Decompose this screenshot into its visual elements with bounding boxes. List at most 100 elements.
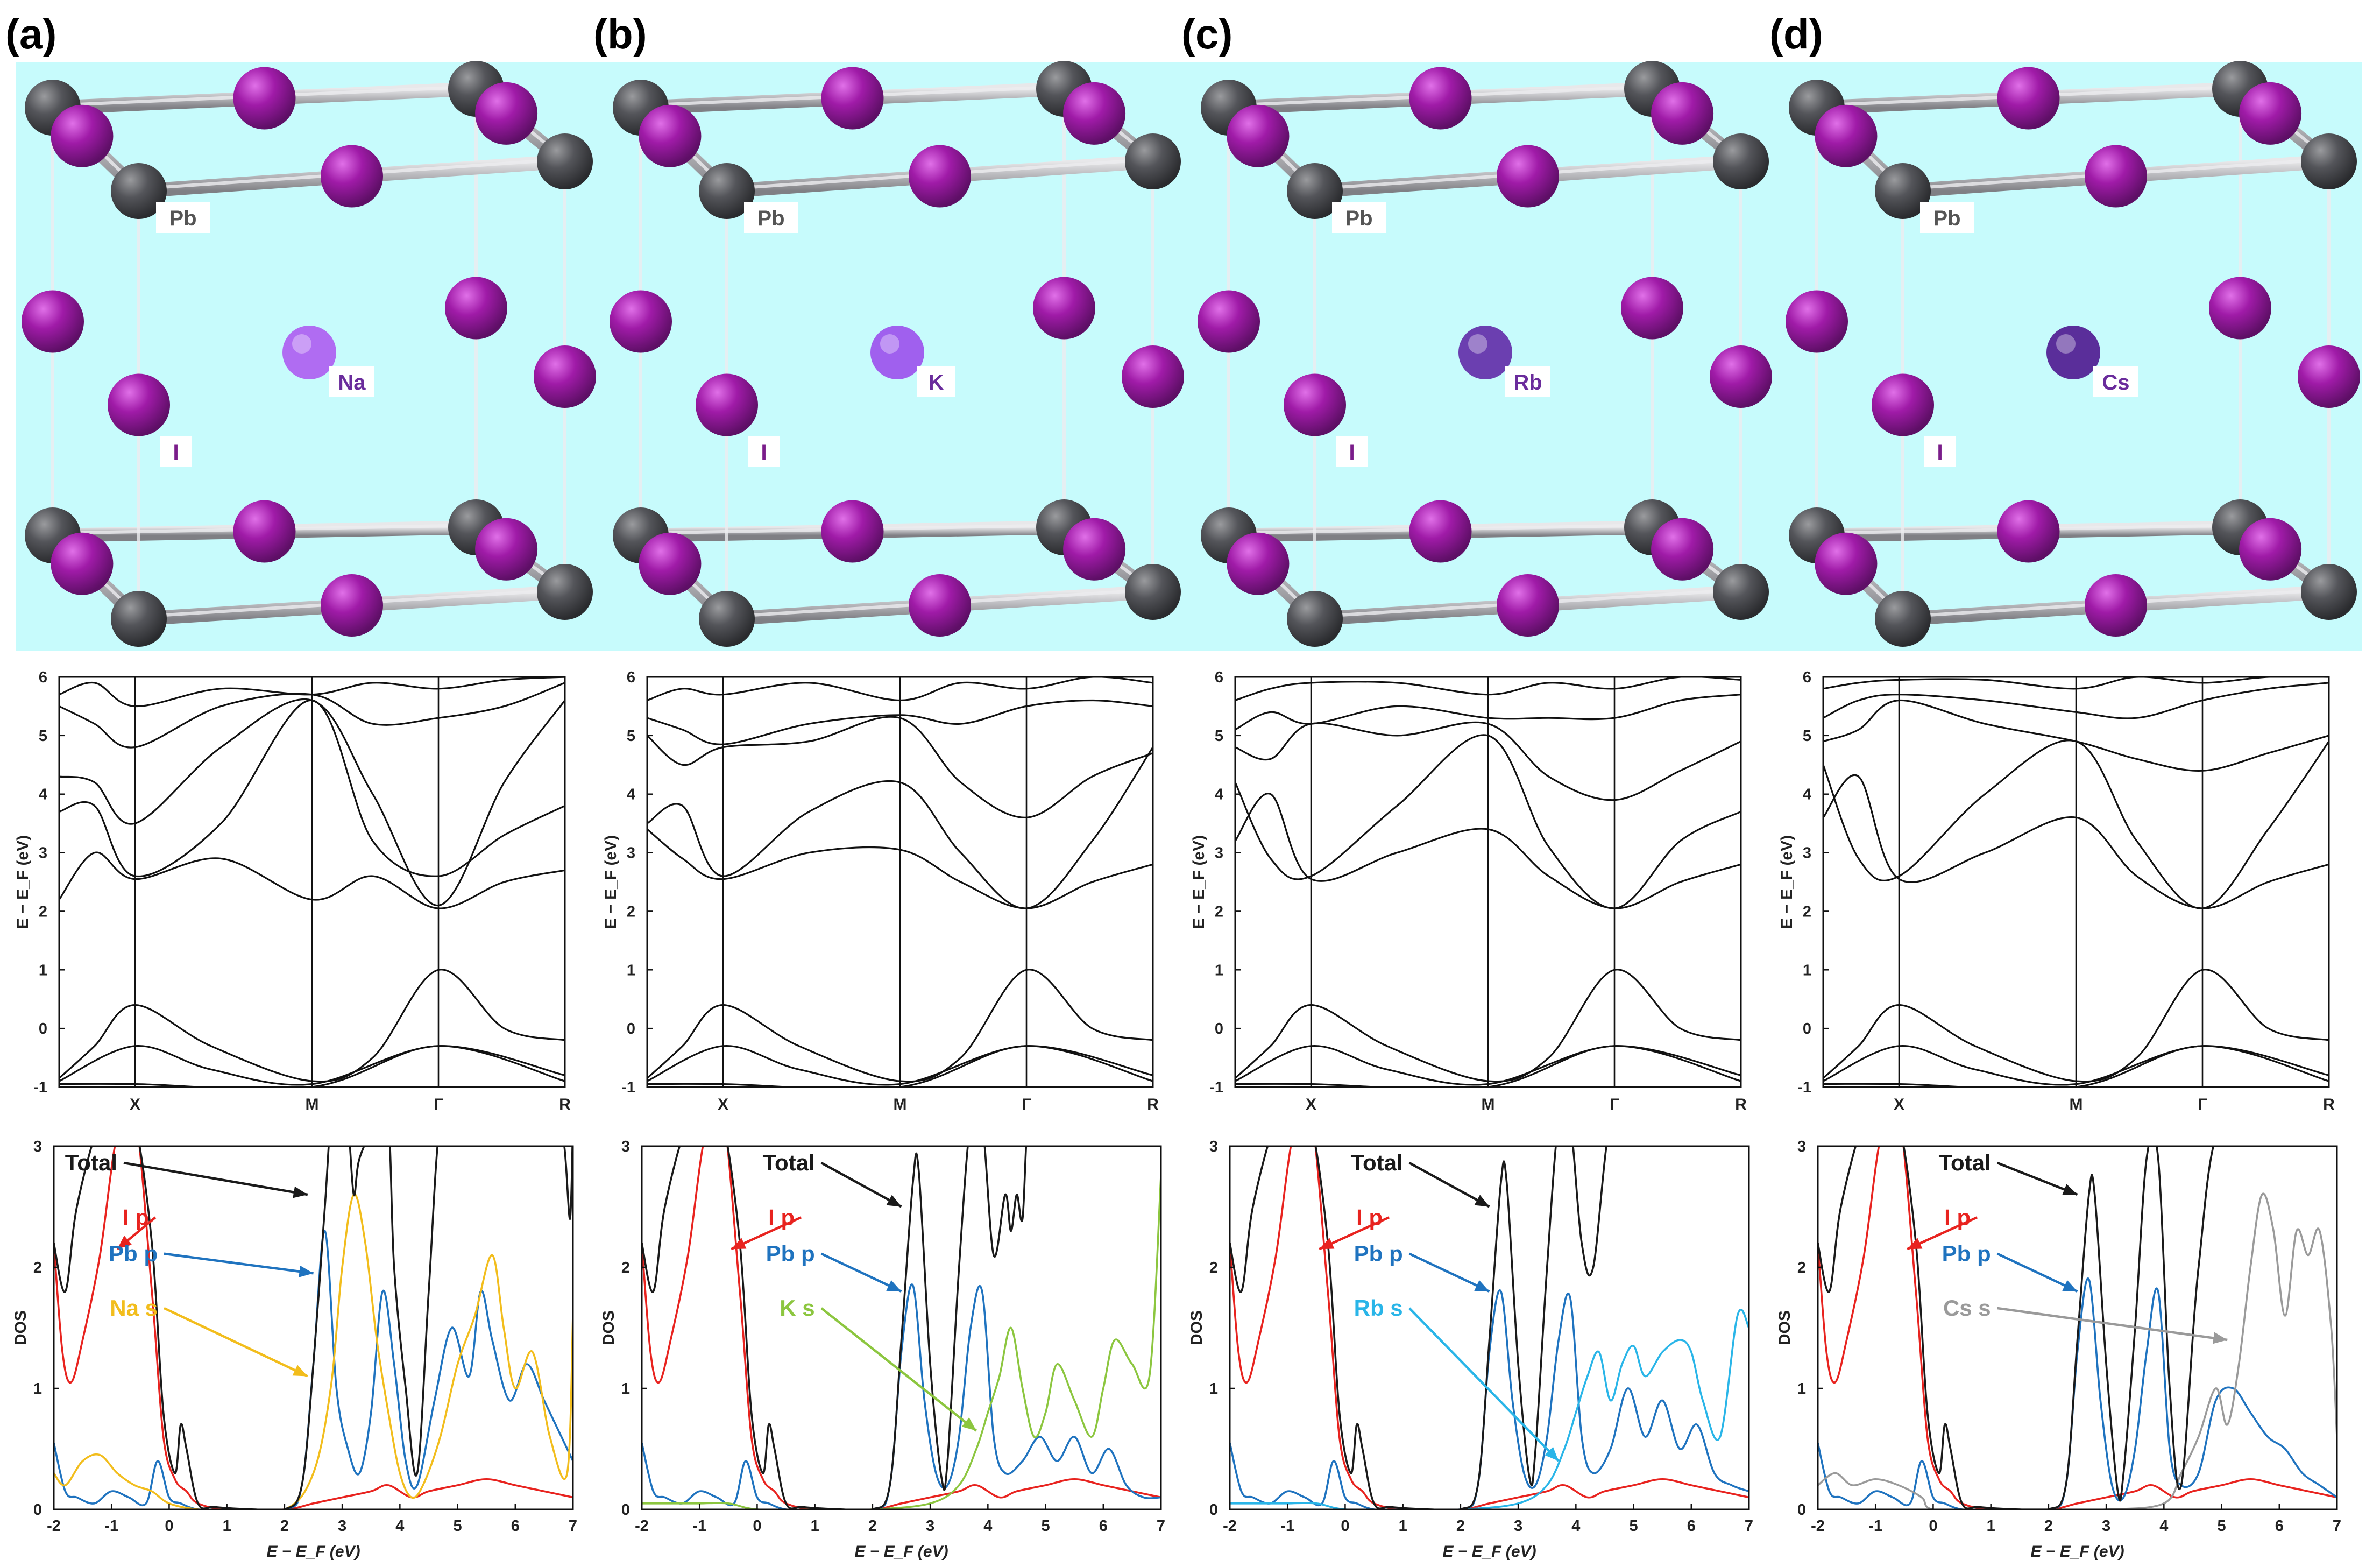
dos-series-line bbox=[1818, 1146, 2337, 1509]
kpoint-label: Γ bbox=[2198, 1096, 2207, 1113]
lead-atom bbox=[1287, 591, 1343, 647]
y-tick-label: 3 bbox=[1803, 845, 1811, 862]
y-tick-label: 1 bbox=[1797, 1380, 1806, 1397]
iodine-atom bbox=[1815, 104, 1878, 167]
i-label-box bbox=[1924, 436, 1956, 467]
series-annotation: Total bbox=[762, 1150, 814, 1175]
band-line bbox=[1235, 793, 1741, 909]
cation-label: K bbox=[929, 371, 944, 394]
iodine-atom bbox=[1063, 518, 1126, 581]
annotation-arrow bbox=[820, 1252, 902, 1293]
series-annotation: Pb p bbox=[1354, 1241, 1403, 1266]
annotation-arrow bbox=[1997, 1307, 2228, 1342]
dos-series-line bbox=[642, 1146, 1042, 1509]
iodine-atom bbox=[1497, 145, 1559, 208]
y-tick-label: 0 bbox=[1797, 1501, 1806, 1519]
x-tick-label: 5 bbox=[453, 1517, 462, 1535]
band-lines bbox=[1823, 677, 2329, 1087]
y-tick-label: 2 bbox=[1803, 903, 1811, 920]
x-tick-label: -2 bbox=[1811, 1517, 1825, 1535]
dos-frame bbox=[641, 1145, 1162, 1510]
dos-frame bbox=[1229, 1145, 1750, 1510]
x-tick-label: 0 bbox=[1929, 1517, 1937, 1535]
y-axis-label: DOS bbox=[1188, 1310, 1206, 1345]
pb-label-box bbox=[744, 202, 798, 233]
y-tick-label: 1 bbox=[1215, 962, 1223, 979]
y-tick-label: 5 bbox=[627, 728, 635, 745]
i-label-box bbox=[1336, 436, 1368, 467]
annotation-arrowhead bbox=[731, 1238, 747, 1250]
x-tick-label: 4 bbox=[983, 1517, 992, 1535]
dos-series-line bbox=[54, 1193, 573, 1509]
y-tick-label: 0 bbox=[1803, 1020, 1811, 1037]
dos-series-line bbox=[1230, 1146, 1749, 1509]
pb-label: Pb bbox=[169, 207, 196, 230]
x-tick-label: 6 bbox=[1687, 1517, 1696, 1535]
cation-atom bbox=[1458, 326, 1512, 379]
kpoint-label: Γ bbox=[1610, 1096, 1619, 1113]
iodine-atom bbox=[1198, 290, 1260, 353]
iodine-atom bbox=[909, 145, 971, 208]
annotation-arrow bbox=[164, 1307, 308, 1378]
annotation-arrow bbox=[123, 1161, 308, 1196]
x-tick-label: 0 bbox=[753, 1517, 761, 1535]
iodine-atom bbox=[1815, 532, 1878, 595]
y-tick-label: 0 bbox=[33, 1501, 42, 1519]
iodine-atom bbox=[696, 373, 758, 436]
band-line bbox=[1823, 774, 2329, 909]
cation-label-box bbox=[1505, 366, 1550, 397]
iodine-atom bbox=[321, 574, 383, 637]
series-annotation: Total bbox=[1938, 1150, 1991, 1175]
i-label: I bbox=[761, 441, 767, 464]
iodine-atom bbox=[1710, 345, 1772, 408]
kpoint-label: M bbox=[306, 1096, 319, 1113]
iodine-atom bbox=[475, 518, 538, 581]
y-axis-label: E − E_F (eV) bbox=[14, 835, 32, 929]
x-tick-label: -2 bbox=[1223, 1517, 1237, 1535]
y-tick-label: 0 bbox=[39, 1020, 47, 1037]
dos-frame bbox=[53, 1145, 574, 1510]
cation-label: Cs bbox=[2102, 371, 2129, 394]
i-label-box bbox=[160, 436, 192, 467]
iodine-atom bbox=[639, 104, 702, 167]
band-line bbox=[59, 698, 565, 907]
x-tick-label: 0 bbox=[1341, 1517, 1349, 1535]
x-tick-label: 2 bbox=[868, 1517, 877, 1535]
dos-lines bbox=[642, 1146, 1161, 1509]
band-line bbox=[647, 746, 1153, 909]
x-tick-label: 2 bbox=[1456, 1517, 1465, 1535]
band-line bbox=[647, 716, 1153, 818]
lead-atom bbox=[699, 163, 755, 219]
pb-label: Pb bbox=[1933, 207, 1960, 230]
series-annotation: Total bbox=[1350, 1150, 1402, 1175]
crystal-panel: (c) Pb I Rb bbox=[1181, 10, 1772, 647]
iodine-atom bbox=[1997, 500, 2060, 563]
y-tick-label: -1 bbox=[621, 1079, 635, 1096]
dos-series-line bbox=[642, 1146, 1161, 1509]
x-axis-label: E − E_F (eV) bbox=[1442, 1543, 1536, 1561]
cation-label: Rb bbox=[1513, 371, 1542, 394]
iodine-atom bbox=[909, 574, 971, 637]
band-frame bbox=[1822, 676, 2330, 1088]
y-tick-label: 6 bbox=[627, 669, 635, 686]
annotation-arrow bbox=[820, 1307, 978, 1432]
y-tick-label: 3 bbox=[621, 1138, 630, 1155]
y-tick-label: 0 bbox=[627, 1020, 635, 1037]
dos-series-line bbox=[642, 1176, 1161, 1509]
annotation-arrowhead bbox=[117, 1236, 132, 1250]
y-tick-label: 0 bbox=[621, 1501, 630, 1519]
annotation-arrow bbox=[820, 1162, 902, 1208]
y-tick-label: 1 bbox=[33, 1380, 42, 1397]
iodine-atom bbox=[51, 104, 114, 167]
dos-lines bbox=[54, 1146, 573, 1509]
series-annotation: K s bbox=[780, 1295, 814, 1321]
y-axis-label: DOS bbox=[1776, 1310, 1794, 1345]
iodine-atom bbox=[1651, 82, 1714, 145]
kpoint-label: X bbox=[1306, 1096, 1316, 1113]
pb-label-box bbox=[156, 202, 210, 233]
y-tick-label: 2 bbox=[33, 1259, 42, 1276]
iodine-atom bbox=[821, 500, 884, 563]
y-tick-label: 3 bbox=[1797, 1138, 1806, 1155]
x-tick-label: 7 bbox=[569, 1517, 577, 1535]
series-annotation: Pb p bbox=[109, 1241, 158, 1266]
